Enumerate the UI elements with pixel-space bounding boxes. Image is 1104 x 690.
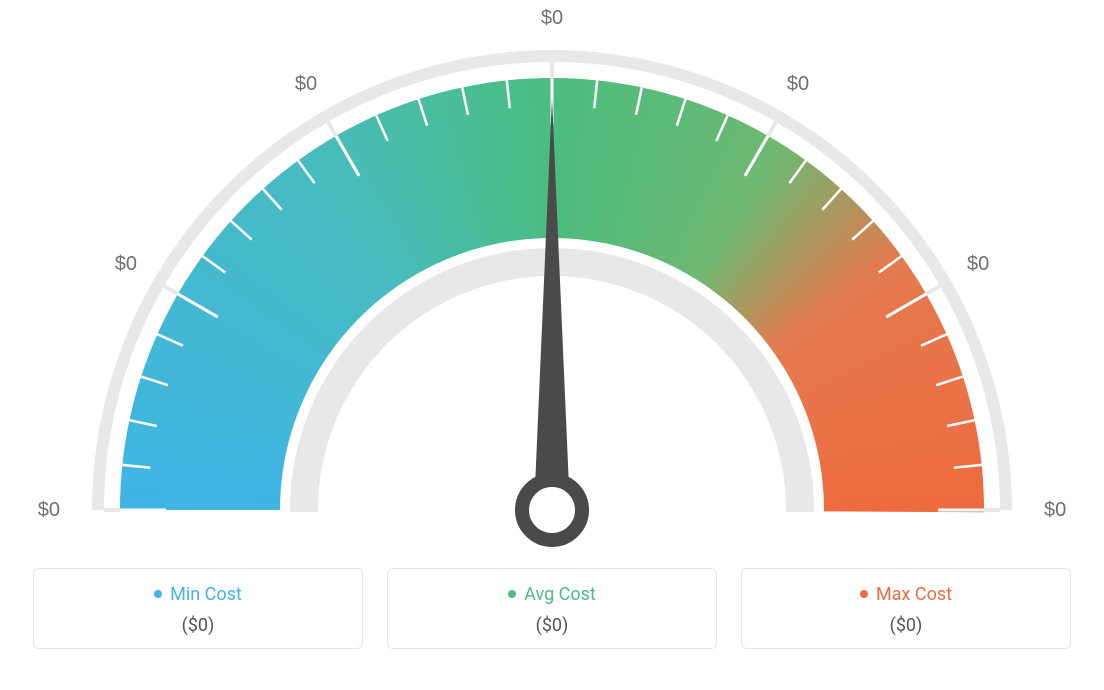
legend-title-max: Max Cost [860, 584, 952, 605]
legend-value-avg: ($0) [398, 615, 706, 636]
legend-title-min: Min Cost [154, 584, 242, 605]
gauge-chart: $0 $0 $0 $0 $0 $0 $0 [0, 0, 1104, 560]
legend-label-min: Min Cost [170, 584, 242, 605]
svg-text:$0: $0 [967, 253, 989, 275]
svg-text:$0: $0 [295, 73, 317, 95]
gauge-svg: $0 $0 $0 $0 $0 $0 $0 [22, 0, 1082, 560]
legend-row: Min Cost ($0) Avg Cost ($0) Max Cost ($0… [0, 568, 1104, 649]
svg-text:$0: $0 [787, 73, 809, 95]
legend-card-avg: Avg Cost ($0) [387, 568, 717, 649]
legend-value-max: ($0) [752, 615, 1060, 636]
svg-text:$0: $0 [541, 7, 563, 29]
legend-label-max: Max Cost [876, 584, 952, 605]
svg-text:$0: $0 [115, 253, 137, 275]
svg-text:$0: $0 [1044, 499, 1066, 521]
legend-dot-max [860, 590, 868, 598]
legend-dot-avg [508, 590, 516, 598]
legend-dot-min [154, 590, 162, 598]
svg-text:$0: $0 [38, 499, 60, 521]
legend-title-avg: Avg Cost [508, 584, 596, 605]
legend-label-avg: Avg Cost [524, 584, 596, 605]
legend-card-max: Max Cost ($0) [741, 568, 1071, 649]
legend-value-min: ($0) [44, 615, 352, 636]
legend-card-min: Min Cost ($0) [33, 568, 363, 649]
